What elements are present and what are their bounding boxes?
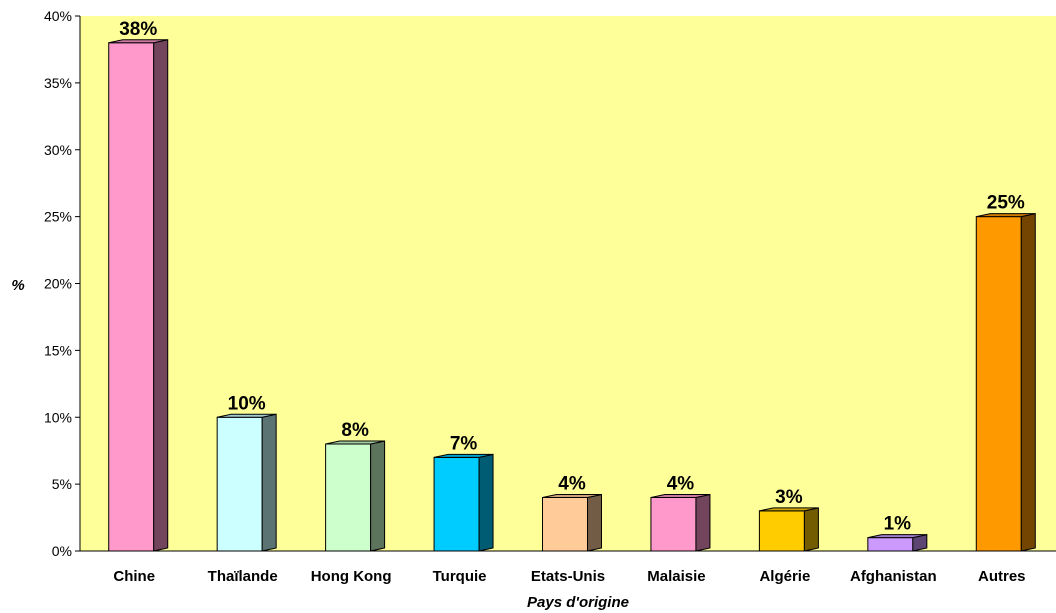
bar-side: [587, 493, 602, 552]
y-tick-label: 0%: [52, 543, 72, 559]
bar-top: [650, 494, 711, 498]
category-label: Etats-Unis: [531, 568, 605, 585]
bar-top: [433, 453, 494, 458]
data-label: 7%: [450, 433, 478, 454]
data-label: 25%: [987, 193, 1025, 214]
bar: [650, 493, 711, 552]
bar-side: [803, 507, 819, 552]
y-axis-ticks: 0% 5% 10% 15% 20% 25% 30% 35% 40%: [44, 8, 80, 559]
category-label: Turquie: [433, 568, 487, 585]
bar-top: [976, 213, 1036, 218]
data-label: 3%: [775, 487, 803, 508]
category-label: Thaïlande: [208, 568, 278, 585]
bar-front: [758, 510, 805, 552]
y-axis-title: %: [11, 277, 24, 294]
bar: [325, 440, 386, 552]
category-label: Chine: [113, 568, 155, 585]
bar: [216, 413, 277, 552]
data-label: 10%: [228, 393, 266, 414]
bar: [433, 453, 494, 552]
bars: [108, 39, 1036, 552]
bar: [758, 507, 819, 552]
data-label: 38%: [119, 19, 157, 40]
y-tick-label: 25%: [44, 209, 72, 225]
category-label: Malaisie: [647, 568, 705, 585]
bar-front: [216, 416, 263, 552]
bar-side: [478, 453, 494, 552]
y-tick-label: 40%: [44, 8, 72, 24]
bar: [867, 534, 928, 552]
bar-top: [867, 534, 927, 539]
y-tick-label: 35%: [44, 75, 72, 91]
y-tick-label: 20%: [44, 276, 72, 292]
bar-side: [1020, 213, 1036, 552]
bar-top: [325, 440, 385, 445]
bar-top: [542, 494, 602, 498]
bar-front: [650, 497, 697, 552]
bar-front: [542, 497, 588, 552]
bar-side: [695, 493, 711, 552]
bar-side: [261, 413, 277, 552]
x-axis-title: Pays d'origine: [527, 594, 629, 611]
data-label: 4%: [667, 474, 695, 495]
bar: [975, 213, 1036, 552]
bar-side: [153, 39, 169, 552]
y-tick-label: 30%: [44, 142, 72, 158]
bar-side: [370, 440, 386, 552]
bar-front: [975, 216, 1022, 552]
bar-top: [217, 413, 277, 418]
category-label: Afghanistan: [850, 568, 937, 585]
bar-front: [325, 443, 372, 552]
bar: [542, 493, 602, 552]
category-label: Autres: [978, 568, 1026, 585]
data-label: 1%: [884, 514, 912, 535]
category-label: Hong Kong: [311, 568, 392, 585]
bar: [108, 39, 169, 552]
y-tick-label: 15%: [44, 342, 72, 358]
category-labels: Chine Thaïlande Hong Kong Turquie Etats-Unis…: [113, 568, 1025, 585]
bar-front: [433, 456, 480, 552]
category-label: Algérie: [759, 568, 810, 585]
data-label: 8%: [341, 420, 369, 441]
y-tick-label: 10%: [44, 409, 72, 425]
y-tick-label: 5%: [52, 476, 72, 492]
bar-top: [108, 39, 168, 44]
bar-top: [759, 507, 819, 512]
data-label: 4%: [558, 474, 586, 495]
data-labels: 38% 10% 8% 7% 4% 4% 3% 1% 25%: [119, 19, 1025, 535]
bar-front: [108, 42, 155, 552]
bar-front: [867, 537, 914, 552]
